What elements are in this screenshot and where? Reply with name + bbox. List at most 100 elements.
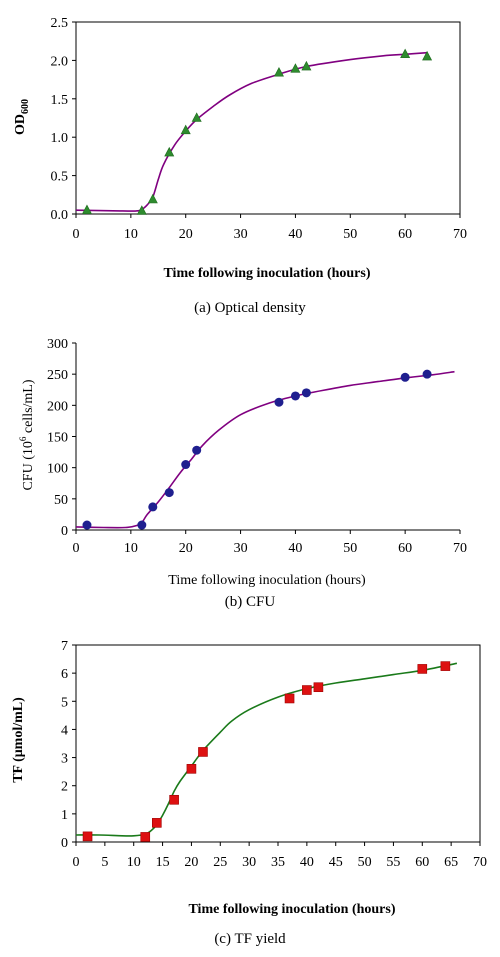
y-tick-label: 5	[61, 695, 68, 710]
y-tick-label: 7	[61, 639, 68, 654]
data-point-circle	[400, 372, 410, 382]
plot-frame	[75, 644, 481, 843]
x-tick-label: 10	[127, 855, 141, 870]
x-tick-label: 15	[156, 855, 170, 870]
data-point-triangle	[81, 204, 92, 214]
data-point-triangle	[136, 205, 147, 215]
data-point-square	[417, 664, 428, 674]
x-tick-label: 5	[101, 855, 108, 870]
fit-curve	[75, 370, 455, 529]
y-tick-label: 1.0	[51, 131, 69, 146]
plot-frame	[75, 21, 461, 215]
x-tick-label: 70	[453, 541, 467, 556]
caption-c: (c) TF yield	[214, 931, 286, 947]
data-point-square	[140, 832, 151, 842]
x-tick-label: 30	[242, 855, 256, 870]
y-tick-label: 2.5	[51, 16, 69, 31]
data-point-square	[313, 682, 324, 693]
data-point-circle	[274, 397, 284, 407]
data-point-square	[440, 661, 451, 671]
caption-a: (a) Optical density	[194, 300, 306, 316]
data-point-square	[302, 685, 312, 695]
x-tick-label: 0	[73, 541, 80, 556]
data-point-circle	[148, 502, 158, 512]
x-tick-label: 20	[184, 855, 198, 870]
x-tick-label: 40	[288, 541, 302, 556]
y-tick-label: 3	[61, 752, 68, 767]
y-tick-label: 6	[61, 667, 68, 682]
x-tick-label: 10	[124, 541, 138, 556]
plot-area: 0 10 20 30 40 50 60 70 0.0 0.5 1.0 1.5 2.0 2.5	[51, 16, 468, 242]
y-tick-label: 1.5	[51, 93, 69, 108]
x-tick-label: 60	[398, 541, 412, 556]
y-tick-label: 0	[61, 524, 68, 539]
data-point-circle	[181, 460, 191, 470]
x-tick-label: 40	[288, 227, 302, 242]
fit-curve	[75, 51, 428, 212]
data-point-circle	[137, 520, 147, 530]
x-tick-label: 50	[343, 227, 357, 242]
y-tick-label: 4	[61, 723, 68, 738]
x-tick-label: 40	[300, 855, 314, 870]
x-tick-label: 0	[73, 227, 80, 242]
x-tick-label: 70	[473, 855, 487, 870]
x-tick-label: 50	[343, 541, 357, 556]
chart-optical-density: OD600 Time following inoculation (hours)…	[13, 16, 468, 316]
data-point-circle	[290, 391, 300, 401]
x-tick-label: 45	[329, 855, 343, 870]
data-point-circle	[301, 388, 311, 398]
x-tick-label: 65	[444, 855, 458, 870]
chart-cfu: CFU (106 cells/mL) Time following inocul…	[18, 337, 467, 610]
xlabel-a: Time following inoculation (hours)	[163, 266, 370, 281]
y-tick-label: 2	[61, 780, 68, 795]
y-tick-label: 250	[47, 368, 68, 383]
y-tick-label: 300	[47, 337, 68, 352]
y-tick-label: 0	[61, 836, 68, 851]
y-tick-label: 0.5	[51, 170, 69, 185]
data-point-square	[152, 818, 162, 828]
x-tick-label: 70	[453, 227, 467, 242]
data-point-triangle	[273, 67, 284, 77]
data-point-square	[198, 747, 208, 757]
x-tick-label: 30	[234, 541, 248, 556]
data-point-triangle	[191, 112, 202, 122]
fit-curve	[75, 662, 458, 837]
xlabel-b: Time following inoculation (hours)	[168, 573, 366, 588]
ylabel-cfu: CFU (106 cells/mL)	[18, 379, 36, 490]
data-point-triangle	[164, 146, 175, 157]
x-tick-label: 25	[213, 855, 227, 870]
caption-b: (b) CFU	[225, 594, 276, 610]
x-tick-label: 50	[358, 855, 372, 870]
x-tick-label: 10	[124, 227, 138, 242]
data-point-circle	[82, 520, 92, 530]
y-tick-label: 0.0	[51, 208, 69, 223]
data-point-square	[169, 794, 179, 805]
y-tick-label: 200	[47, 399, 68, 414]
y-tick-label: 150	[47, 431, 68, 446]
data-point-square	[82, 831, 93, 842]
data-point-triangle	[422, 50, 433, 61]
x-tick-label: 35	[271, 855, 285, 870]
ylabel-od: OD600	[13, 99, 31, 135]
plot-area: 0 10 20 30 40 50 60 70 0 50 100 150 200 250 300	[47, 337, 467, 556]
x-tick-label: 20	[179, 541, 193, 556]
chart-tf-yield: TF (μmol/mL) Time following inoculation …	[11, 639, 487, 947]
data-point-circle	[192, 445, 202, 455]
y-tick-label: 2.0	[51, 54, 69, 69]
data-point-triangle	[180, 124, 191, 135]
data-point-circle	[422, 369, 432, 379]
xlabel-c: Time following inoculation (hours)	[188, 902, 395, 917]
x-tick-label: 60	[398, 227, 412, 242]
x-tick-label: 55	[386, 855, 400, 870]
y-tick-label: 1	[61, 808, 68, 823]
data-point-triangle	[400, 48, 411, 59]
data-point-triangle	[147, 193, 158, 204]
data-point-circle	[164, 488, 174, 498]
x-tick-label: 20	[179, 227, 193, 242]
data-point-square	[186, 764, 197, 774]
y-tick-label: 100	[47, 462, 68, 477]
x-tick-label: 30	[234, 227, 248, 242]
data-point-triangle	[290, 63, 301, 73]
data-point-square	[284, 693, 295, 704]
